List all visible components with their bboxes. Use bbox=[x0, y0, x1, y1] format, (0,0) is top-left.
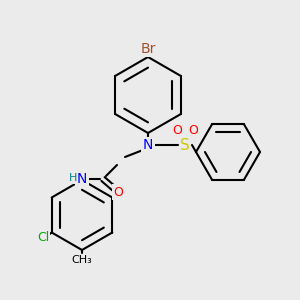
Text: S: S bbox=[180, 137, 190, 152]
Text: CH₃: CH₃ bbox=[72, 255, 92, 265]
Text: O: O bbox=[172, 124, 182, 136]
Text: N: N bbox=[77, 172, 87, 186]
Text: H: H bbox=[69, 173, 77, 183]
Text: Br: Br bbox=[140, 42, 156, 56]
Text: N: N bbox=[143, 138, 153, 152]
Text: Cl: Cl bbox=[37, 231, 49, 244]
Text: O: O bbox=[113, 185, 123, 199]
Text: O: O bbox=[188, 124, 198, 136]
